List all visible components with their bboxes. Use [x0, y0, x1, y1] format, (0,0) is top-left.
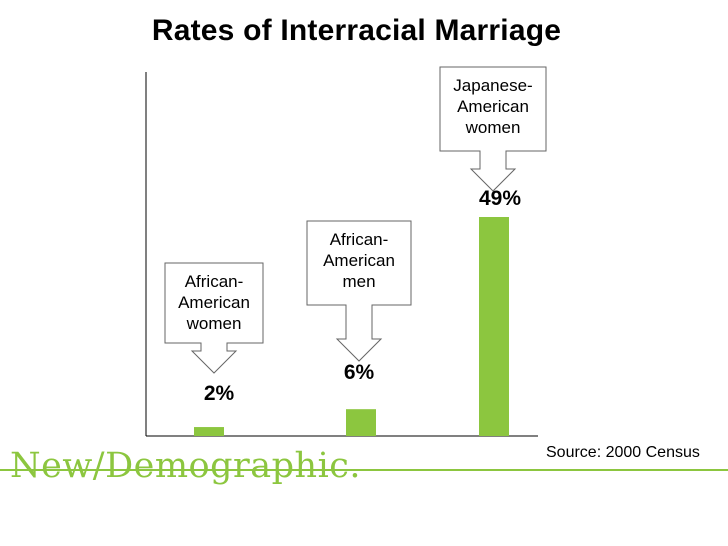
callout-label: African- American women: [165, 271, 263, 334]
bar-3: [479, 217, 509, 436]
bar-value-label: 6%: [343, 361, 375, 384]
callout-line: American: [178, 293, 250, 312]
callout-arrow-2: [306, 220, 412, 362]
source-note: Source: 2000 Census: [546, 444, 700, 461]
callout-arrow-1: [164, 262, 264, 374]
callout-line: American: [457, 97, 529, 116]
callout-line: women: [465, 118, 521, 137]
callout-arrow-3: [439, 66, 547, 192]
callout-line: African-: [329, 230, 389, 249]
bar-value-label: 49%: [478, 187, 522, 210]
callout-line: women: [186, 314, 242, 333]
callout-label: Japanese- American women: [440, 75, 546, 138]
bar-value-label: 2%: [203, 382, 235, 405]
callout-label: African- American men: [307, 229, 411, 292]
bar-1: [194, 427, 224, 436]
brand-logo: New/Demographic.: [10, 446, 361, 486]
callout-line: Japanese-: [453, 76, 533, 95]
callout-line: American: [323, 251, 395, 270]
chart-title: Rates of Interracial Marriage: [151, 14, 562, 47]
footer-divider: [0, 469, 728, 471]
callout-line: African-: [184, 272, 244, 291]
bar-2: [346, 409, 376, 436]
callout-line: men: [342, 272, 376, 291]
